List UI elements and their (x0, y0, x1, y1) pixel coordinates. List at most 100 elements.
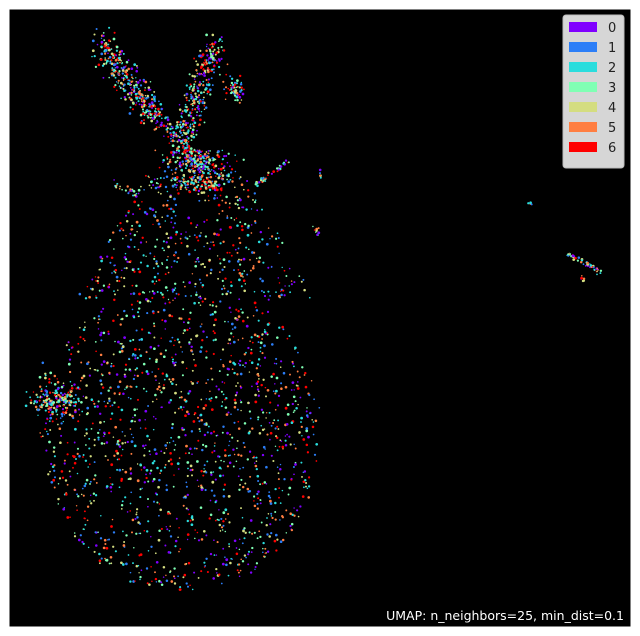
scatter-point-2980 (191, 159, 194, 162)
scatter-point-932 (250, 224, 253, 226)
scatter-point-1665 (147, 405, 150, 407)
scatter-point-564 (240, 478, 243, 481)
scatter-point-635 (129, 477, 132, 481)
scatter-point-128 (214, 442, 216, 444)
scatter-point-259 (53, 469, 56, 472)
scatter-point-2751 (203, 104, 206, 107)
scatter-point-3307 (135, 192, 138, 195)
scatter-point-1176 (173, 567, 176, 570)
scatter-point-1483 (155, 182, 158, 184)
scatter-point-720 (152, 415, 155, 418)
scatter-point-521 (131, 284, 134, 287)
scatter-point-243 (161, 293, 164, 296)
scatter-point-387 (301, 366, 304, 369)
scatter-point-1039 (263, 344, 266, 348)
scatter-point-3212 (163, 170, 167, 173)
scatter-point-3020 (196, 165, 199, 168)
scatter-point-976 (212, 339, 215, 342)
scatter-point-3076 (175, 186, 178, 189)
scatter-point-1573 (172, 361, 176, 365)
scatter-point-861 (166, 199, 169, 202)
scatter-point-966 (237, 247, 240, 250)
scatter-point-1260 (169, 535, 173, 538)
scatter-point-658 (203, 265, 206, 269)
scatter-point-97 (175, 230, 179, 234)
scatter-point-2040 (65, 399, 68, 402)
scatter-point-1494 (286, 433, 288, 436)
scatter-point-1608 (162, 204, 165, 207)
scatter-point-2764 (191, 89, 195, 92)
scatter-point-1770 (199, 297, 202, 300)
scatter-point-2239 (135, 77, 137, 79)
scatter-point-1296 (135, 385, 138, 388)
scatter-point-1129 (211, 378, 214, 381)
scatter-point-480 (313, 398, 315, 401)
scatter-point-632 (98, 412, 102, 416)
scatter-point-917 (241, 542, 244, 545)
scatter-point-1867 (88, 374, 91, 377)
scatter-point-1872 (148, 207, 151, 209)
scatter-point-1840 (199, 325, 202, 328)
scatter-point-2940 (161, 154, 164, 156)
scatter-point-2321 (116, 62, 119, 65)
scatter-point-1805 (221, 381, 224, 383)
scatter-point-3241 (197, 184, 200, 187)
scatter-point-1972 (40, 388, 43, 390)
scatter-point-39 (298, 376, 301, 379)
scatter-point-53 (286, 403, 290, 407)
scatter-point-2996 (201, 173, 204, 176)
scatter-point-3227 (193, 186, 197, 190)
scatter-point-1258 (261, 482, 264, 485)
scatter-point-52 (102, 284, 106, 287)
scatter-point-840 (121, 500, 124, 503)
scatter-point-1009 (140, 569, 143, 572)
scatter-point-2272 (147, 117, 149, 119)
scatter-point-961 (123, 336, 126, 339)
scatter-point-1218 (224, 454, 227, 457)
scatter-point-1885 (187, 508, 190, 511)
scatter-point-2216 (113, 31, 116, 34)
scatter-point-859 (157, 485, 160, 489)
scatter-point-340 (97, 328, 100, 330)
scatter-point-1690 (164, 328, 167, 330)
scatter-point-1004 (277, 294, 281, 298)
scatter-point-73 (110, 463, 114, 467)
scatter-point-2569 (141, 112, 145, 116)
scatter-point-1583 (254, 306, 257, 309)
scatter-point-3134 (221, 174, 225, 177)
scatter-point-2443 (149, 110, 152, 113)
scatter-point-1611 (270, 375, 273, 378)
scatter-point-2574 (195, 133, 198, 136)
scatter-point-737 (292, 365, 295, 368)
scatter-point-1299 (98, 552, 101, 556)
scatter-point-596 (256, 334, 259, 338)
scatter-point-592 (276, 538, 279, 541)
scatter-point-2446 (158, 111, 162, 114)
scatter-point-161 (216, 541, 219, 544)
scatter-point-769 (163, 249, 166, 252)
scatter-point-399 (274, 237, 278, 240)
scatter-point-973 (124, 496, 127, 499)
scatter-point-1852 (184, 563, 187, 566)
scatter-point-965 (225, 292, 229, 296)
scatter-point-3263 (259, 179, 263, 182)
scatter-point-2381 (140, 98, 143, 101)
scatter-point-0 (212, 301, 215, 304)
scatter-point-2922 (225, 91, 228, 95)
scatter-point-237 (161, 319, 164, 322)
scatter-point-2692 (171, 144, 175, 148)
scatter-point-1399 (86, 362, 89, 366)
scatter-point-928 (137, 307, 141, 310)
scatter-point-3312 (137, 192, 140, 195)
scatter-point-3032 (217, 176, 220, 180)
scatter-point-766 (98, 559, 102, 562)
scatter-point-1831 (174, 242, 177, 245)
scatter-point-2851 (213, 59, 216, 62)
scatter-point-2536 (182, 138, 185, 141)
scatter-point-2183 (121, 77, 123, 79)
scatter-point-380 (238, 538, 241, 541)
scatter-point-2743 (197, 96, 200, 99)
scatter-point-1565 (238, 237, 241, 240)
scatter-point-81 (182, 332, 185, 335)
scatter-point-1776 (113, 264, 116, 267)
